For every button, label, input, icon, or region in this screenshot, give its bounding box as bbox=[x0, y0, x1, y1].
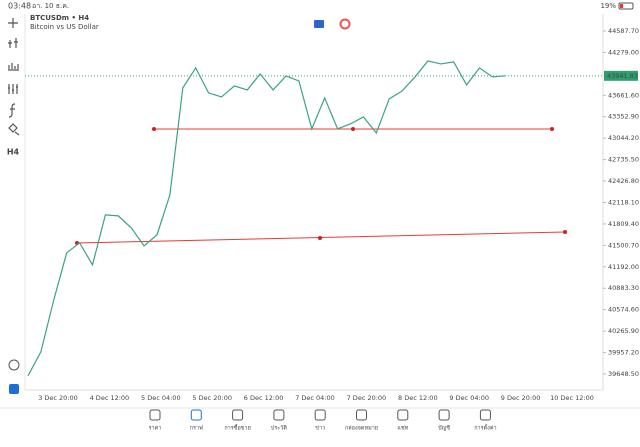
y-tick-label: 42426.80 bbox=[608, 177, 639, 185]
y-tick-label: 41500.70 bbox=[608, 241, 639, 249]
y-tick-label: 39957.20 bbox=[608, 349, 639, 357]
signal-icon bbox=[339, 18, 351, 30]
nav-icon[interactable] bbox=[438, 409, 450, 421]
handle[interactable] bbox=[563, 230, 567, 234]
x-tick-label: 8 Dec 12:00 bbox=[398, 394, 438, 402]
y-tick-label: 43661.60 bbox=[608, 91, 639, 99]
crosshair-tool[interactable] bbox=[8, 18, 18, 28]
nav-icon[interactable] bbox=[273, 409, 285, 421]
nav-icon[interactable] bbox=[314, 409, 326, 421]
flag-icon bbox=[314, 20, 324, 28]
nav-label[interactable]: กราฟ bbox=[190, 425, 203, 432]
x-tick-label: 3 Dec 20:00 bbox=[38, 394, 78, 402]
x-tick-label: 6 Dec 12:00 bbox=[244, 394, 284, 402]
y-tick-label: 43044.20 bbox=[608, 134, 639, 142]
symbol-title: BTCUSDm • H4 bbox=[30, 14, 89, 22]
x-tick-label: 9 Dec 04:00 bbox=[449, 394, 489, 402]
nav-label[interactable]: ประวัติ bbox=[271, 425, 287, 432]
battery-level: 19% bbox=[600, 2, 616, 10]
nav-icon[interactable] bbox=[232, 409, 244, 421]
handle[interactable] bbox=[351, 127, 355, 131]
price-line bbox=[27, 60, 506, 377]
nav-icon[interactable] bbox=[149, 409, 161, 421]
nav-label[interactable]: กล่องจดหมาย bbox=[345, 426, 378, 432]
handle[interactable] bbox=[550, 127, 554, 131]
indicators-tool[interactable] bbox=[8, 84, 18, 94]
battery-icon bbox=[618, 2, 634, 10]
nav-label[interactable]: การตั้งค่า bbox=[474, 424, 496, 432]
battery-fill bbox=[620, 4, 623, 8]
trend-handles bbox=[75, 127, 567, 245]
nav-label[interactable]: บัญชี bbox=[438, 425, 450, 432]
x-tick-label: 5 Dec 04:00 bbox=[141, 394, 181, 402]
x-tick-label: 10 Dec 12:00 bbox=[550, 394, 594, 402]
y-tick-label: 42735.50 bbox=[608, 156, 639, 164]
handle[interactable] bbox=[152, 127, 156, 131]
y-tick-label: 43352.90 bbox=[608, 113, 639, 121]
y-tick-label: 40574.60 bbox=[608, 306, 639, 314]
y-tick-label: 41192.00 bbox=[608, 263, 639, 271]
symbol-subtitle: Bitcoin vs US Dollar bbox=[30, 23, 99, 31]
x-tick-label: 5 Dec 20:00 bbox=[192, 394, 232, 402]
x-tick-label: 7 Dec 20:00 bbox=[347, 394, 387, 402]
nav-label[interactable]: การซื้อขาย bbox=[224, 424, 250, 432]
left-toolbar bbox=[8, 18, 20, 136]
status-time: 03:48 bbox=[8, 2, 31, 11]
y-tick-label: 42118.10 bbox=[608, 198, 639, 206]
y-tick-label: 40265.90 bbox=[608, 327, 639, 335]
chart-type-tool[interactable] bbox=[8, 38, 18, 48]
nav-label[interactable]: แชท bbox=[397, 425, 408, 432]
app-icon[interactable] bbox=[9, 384, 19, 394]
timeframe-label[interactable]: H4 bbox=[7, 148, 20, 157]
x-tick-label: 9 Dec 20:00 bbox=[501, 394, 541, 402]
zoom-tool[interactable] bbox=[8, 359, 20, 371]
status-date: อา. 10 ธ.ค. bbox=[32, 2, 69, 10]
function-tool[interactable] bbox=[8, 103, 16, 118]
x-tick-label: 4 Dec 12:00 bbox=[90, 394, 130, 402]
y-tick-label: 41809.40 bbox=[608, 220, 639, 228]
nav-icon[interactable] bbox=[356, 409, 367, 421]
x-tick-label: 7 Dec 04:00 bbox=[295, 394, 335, 402]
nav-label[interactable]: ข่าว bbox=[315, 426, 325, 432]
current-price-label: 43941.83 bbox=[607, 72, 638, 80]
current-price-box bbox=[604, 70, 638, 81]
y-tick-label: 44279.00 bbox=[608, 48, 639, 56]
objects-tool[interactable] bbox=[8, 123, 20, 136]
nav-icon[interactable] bbox=[479, 409, 491, 421]
handle[interactable] bbox=[318, 236, 322, 240]
y-tick-label: 39648.50 bbox=[608, 370, 639, 378]
nav-label[interactable]: ราคา bbox=[149, 426, 162, 432]
nav-icon[interactable] bbox=[397, 409, 409, 421]
y-tick-label: 44587.70 bbox=[608, 27, 639, 35]
y-tick-label: 40883.30 bbox=[608, 284, 639, 292]
timeframe-tool[interactable] bbox=[8, 63, 19, 71]
nav-icon[interactable] bbox=[190, 409, 202, 421]
